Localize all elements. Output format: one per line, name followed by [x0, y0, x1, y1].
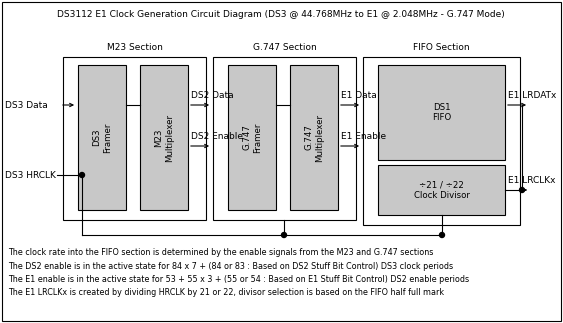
Text: DS1
FIFO: DS1 FIFO [432, 103, 451, 122]
Text: E1 LRCLKx: E1 LRCLKx [508, 176, 556, 185]
Text: The clock rate into the FIFO section is determined by the enable signals from th: The clock rate into the FIFO section is … [8, 248, 434, 257]
Text: ÷21 / ÷22
Clock Divisor: ÷21 / ÷22 Clock Divisor [414, 180, 470, 200]
Bar [228, 65, 276, 210]
Text: DS3112 E1 Clock Generation Circuit Diagram (DS3 @ 44.768MHz to E1 @ 2.048MHz - G: DS3112 E1 Clock Generation Circuit Diagr… [57, 10, 505, 19]
Text: The E1 enable is in the active state for 53 + 55 x 3 + (55 or 54 : Based on E1 S: The E1 enable is in the active state for… [8, 275, 469, 284]
Text: DS3
Framer: DS3 Framer [92, 122, 111, 153]
Circle shape [520, 187, 525, 193]
Text: DS2 Data: DS2 Data [191, 91, 234, 100]
Text: M23
Multiplexer: M23 Multiplexer [154, 113, 174, 162]
Bar [213, 57, 356, 220]
Text: E1 Data: E1 Data [341, 91, 377, 100]
Text: FIFO Section: FIFO Section [413, 43, 470, 52]
Text: E1 LRDATx: E1 LRDATx [508, 91, 556, 100]
Text: The DS2 enable is in the active state for 84 x 7 + (84 or 83 : Based on DS2 Stuf: The DS2 enable is in the active state fo… [8, 262, 453, 271]
Bar [378, 165, 505, 215]
Text: DS3 HRCLK: DS3 HRCLK [5, 171, 56, 180]
Bar [378, 65, 505, 160]
Circle shape [79, 172, 84, 178]
Text: G.747
Framer: G.747 Framer [242, 122, 262, 153]
Circle shape [282, 233, 287, 237]
Bar [140, 65, 188, 210]
Text: G.747
Multiplexer: G.747 Multiplexer [304, 113, 324, 162]
Circle shape [440, 233, 445, 237]
Text: M23 Section: M23 Section [106, 43, 163, 52]
Text: DS3 Data: DS3 Data [5, 100, 48, 109]
Bar [78, 65, 126, 210]
Text: DS2 Enable: DS2 Enable [191, 132, 243, 141]
Text: G.747 Section: G.747 Section [253, 43, 316, 52]
Bar [363, 57, 520, 225]
Text: The E1 LRCLKx is created by dividing HRCLK by 21 or 22, divisor selection is bas: The E1 LRCLKx is created by dividing HRC… [8, 288, 444, 297]
Bar [63, 57, 206, 220]
Text: E1 Enable: E1 Enable [341, 132, 386, 141]
Bar [290, 65, 338, 210]
